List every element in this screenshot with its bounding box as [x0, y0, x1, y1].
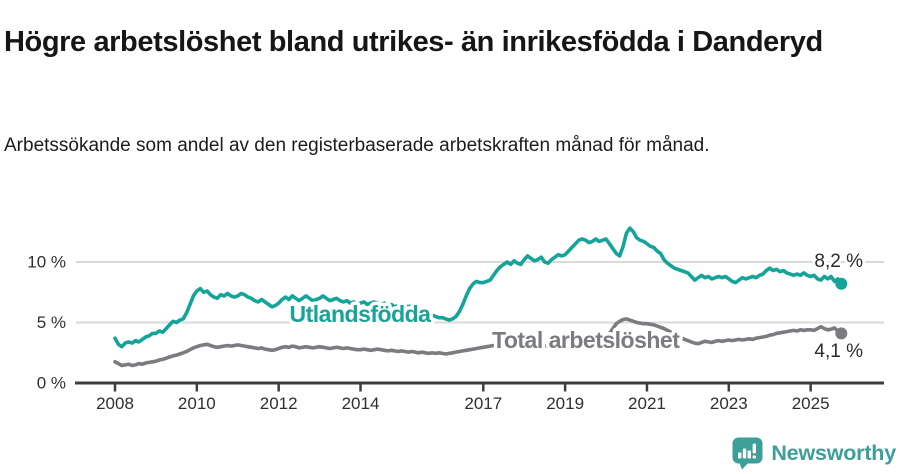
page-title: Högre arbetslöshet bland utrikes- än inr… — [4, 26, 823, 59]
x-tick-label: 2008 — [96, 394, 134, 413]
x-tick-label: 2021 — [628, 394, 666, 413]
newsworthy-logo: Newsworthy — [731, 436, 896, 470]
x-tick-label: 2019 — [546, 394, 584, 413]
y-tick-label: 0 % — [37, 374, 66, 393]
end-dots — [835, 277, 848, 340]
newsworthy-logo-icon — [732, 437, 763, 470]
gridlines: 0 % 5 % 10 % — [27, 253, 884, 393]
y-tick-label: 5 % — [37, 313, 66, 332]
end-dot-utlandsfodda — [835, 277, 848, 290]
x-tick-label: 2010 — [178, 394, 216, 413]
end-dot-total — [835, 327, 848, 340]
series-labels: Utlandsfödda Total arbetslöshet — [286, 298, 684, 357]
x-axis: 2008 2010 2012 2014 2017 2019 2021 2023 2025 — [75, 381, 884, 413]
page-subtitle: Arbetssökande som andel av den registerb… — [4, 135, 710, 156]
series-label-total-arbetsloshet: Total arbetslöshet — [492, 327, 680, 353]
x-tick-label: 2023 — [710, 394, 748, 413]
x-tick-label: 2017 — [464, 394, 502, 413]
end-value-utlandsfodda: 8,2 % — [814, 251, 863, 272]
end-value-labels: 8,2 % 4,1 % — [811, 248, 866, 365]
line-utlandsfodda — [113, 226, 844, 349]
series-label-utlandsfodda: Utlandsfödda — [290, 301, 432, 327]
end-value-total: 4,1 % — [814, 341, 863, 362]
newsworthy-logo-text: Newsworthy — [771, 440, 896, 465]
x-tick-label: 2025 — [792, 394, 830, 413]
line-total-arbetsloshet — [113, 317, 844, 368]
x-tick-label: 2012 — [260, 394, 298, 413]
y-tick-label: 10 % — [27, 253, 66, 272]
x-tick-label: 2014 — [342, 394, 380, 413]
series-lines — [113, 226, 844, 368]
